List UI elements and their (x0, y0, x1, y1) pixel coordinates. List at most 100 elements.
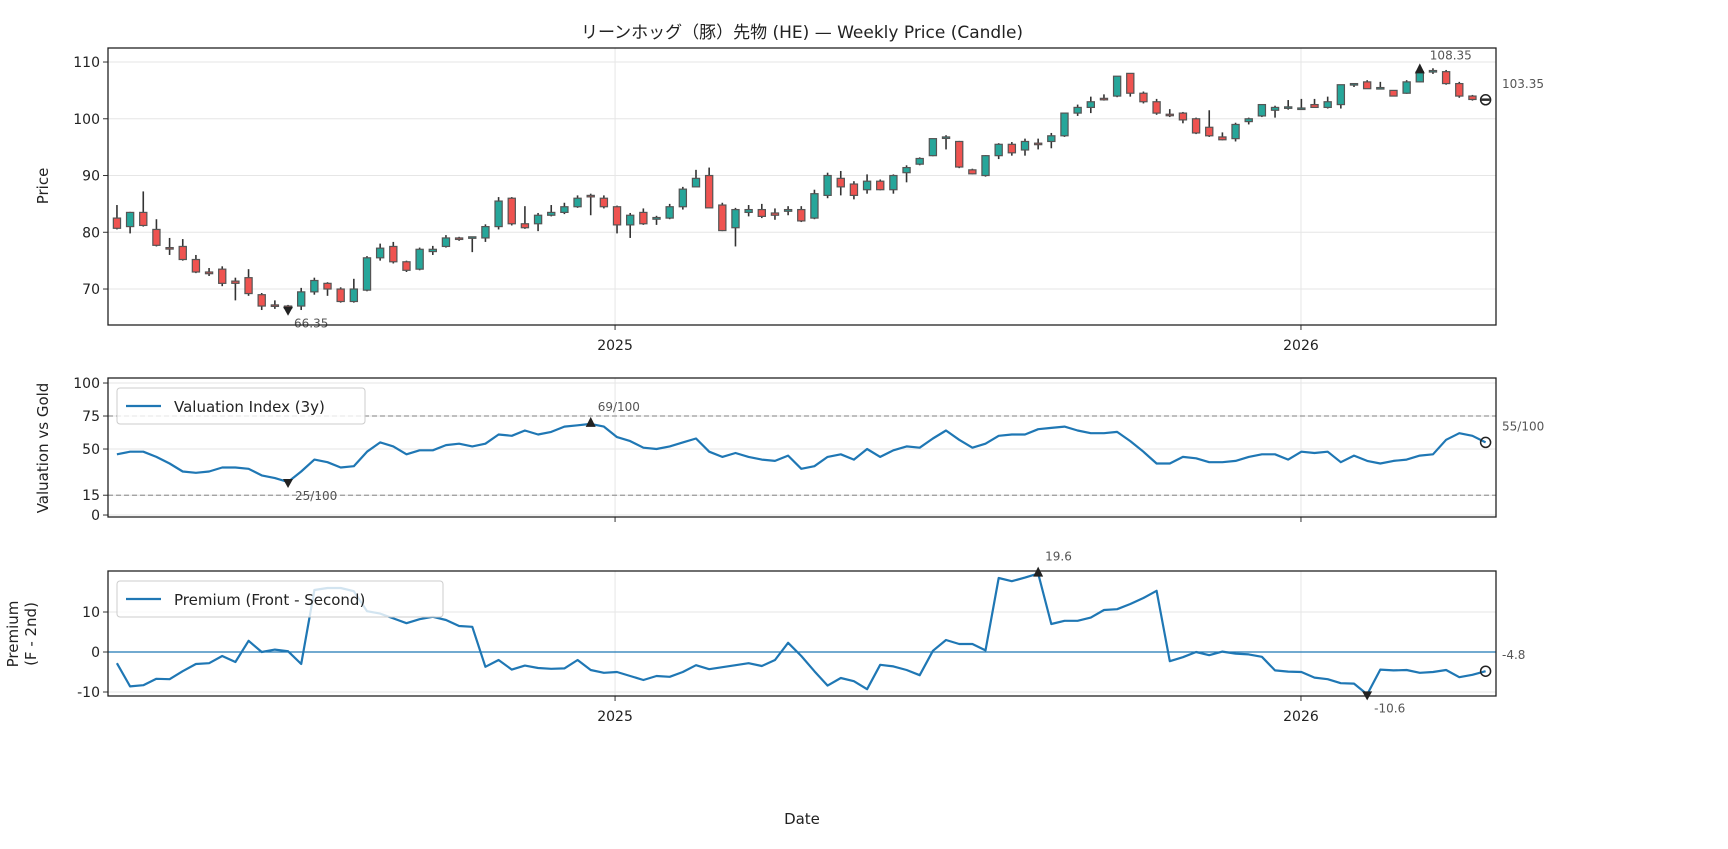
candle-up (823, 174, 832, 196)
last-marker-icon (1479, 94, 1492, 106)
candle-up (310, 279, 319, 293)
y-axis-label: Price (34, 168, 52, 205)
candle-up (349, 288, 359, 303)
candle-up (481, 225, 490, 239)
y-axis-label-line2: (F - 2nd) (22, 602, 40, 666)
min-annotation: 66.35 (294, 317, 328, 331)
candle-down (1007, 143, 1017, 154)
candle-down (270, 304, 280, 308)
candle-up (1270, 106, 1280, 111)
legend-label: Premium (Front - Second) (174, 591, 365, 609)
candle-down (1152, 101, 1161, 114)
premium-panel: -10 0 10 2025 2026 Premium (F - 2nd) 19.6 -10.6 -… (4, 550, 1525, 725)
last-annotation: -4.8 (1502, 648, 1525, 662)
candle-down (507, 197, 516, 225)
candle-up (547, 211, 556, 216)
candle-up (928, 138, 938, 157)
candle-up (915, 157, 924, 165)
candle-up (1073, 106, 1082, 114)
y-tick-label: 100 (73, 112, 100, 128)
axes-frame (107, 570, 1497, 697)
candle-up (1323, 101, 1332, 109)
candle-down (704, 174, 714, 209)
candle-down (954, 140, 964, 168)
candle-down (1178, 112, 1188, 121)
candle-up (1231, 123, 1240, 140)
series-line (116, 422, 1487, 484)
last-marker-icon (1479, 436, 1492, 449)
x-tick-label: 2026 (1283, 709, 1319, 725)
candle-up (652, 216, 661, 220)
axes-frame (107, 47, 1497, 326)
y-axis-label: Premium (4, 601, 22, 668)
legend-box (116, 580, 444, 618)
candle-up (1086, 101, 1095, 109)
candle-up (362, 257, 372, 291)
x-tick-label: 2025 (597, 709, 633, 725)
candle-down (1191, 118, 1201, 134)
candle-down (191, 258, 201, 273)
candle-up (902, 166, 911, 174)
legend-box (116, 387, 366, 425)
candle-down (257, 294, 266, 307)
y-tick-label: 90 (82, 169, 100, 185)
axes-frame (107, 377, 1497, 518)
candle-down (218, 268, 227, 284)
candle-down (1468, 95, 1477, 101)
y-tick-label: 0 (91, 508, 100, 524)
candle-up (810, 193, 819, 219)
y-tick-label: 110 (73, 55, 100, 71)
x-tick-label: 2025 (597, 338, 633, 354)
candle-up (1402, 81, 1411, 94)
candle-down (520, 223, 530, 229)
min-marker-icon (283, 306, 294, 316)
y-tick-label: 100 (73, 376, 100, 392)
candle-down (1310, 103, 1319, 109)
max-annotation: 69/100 (598, 400, 640, 414)
max-marker-icon (1414, 63, 1425, 74)
candle-down (1441, 71, 1451, 85)
y-tick-label: 50 (82, 442, 100, 458)
candle-up (1047, 135, 1056, 143)
max-annotation: 108.35 (1430, 48, 1472, 62)
candle-up (691, 177, 701, 188)
candle-up (1428, 69, 1438, 73)
candle-down (797, 208, 806, 222)
candle-down (1099, 97, 1109, 101)
candle-down (1139, 92, 1148, 103)
candle-down (231, 280, 240, 284)
max-annotation: 19.6 (1045, 550, 1072, 564)
x-tick-label: 2026 (1283, 338, 1319, 354)
candle-down (968, 169, 977, 175)
y-tick-label: 0 (91, 645, 100, 661)
candle-up (468, 236, 477, 239)
candle-up (1336, 84, 1346, 106)
candle-up (1297, 107, 1306, 111)
y-tick-label: 15 (82, 488, 100, 504)
min-annotation: -10.6 (1374, 701, 1405, 715)
candle-up (1284, 106, 1293, 109)
candle-down (336, 288, 345, 303)
candle-down (770, 212, 780, 216)
candle-up (1020, 140, 1030, 151)
last-annotation: 103.35 (1502, 77, 1544, 91)
candle-down (178, 245, 187, 261)
candle-up (441, 237, 451, 248)
candle-up (1257, 103, 1267, 117)
candle-down (204, 271, 214, 275)
candle-up (994, 143, 1003, 157)
candle-down (323, 282, 332, 290)
legend-label: Valuation Index (3y) (174, 398, 325, 416)
candle-up (428, 248, 437, 253)
candle-down (1362, 81, 1372, 90)
candle-up (560, 206, 569, 214)
candle-down (139, 211, 148, 227)
candle-down (1455, 82, 1464, 97)
candle-down (152, 228, 161, 246)
candle-up (625, 214, 635, 226)
candle-up (678, 188, 688, 208)
candle-up (1349, 82, 1359, 86)
candle-up (665, 206, 674, 219)
min-marker-icon (283, 479, 294, 489)
